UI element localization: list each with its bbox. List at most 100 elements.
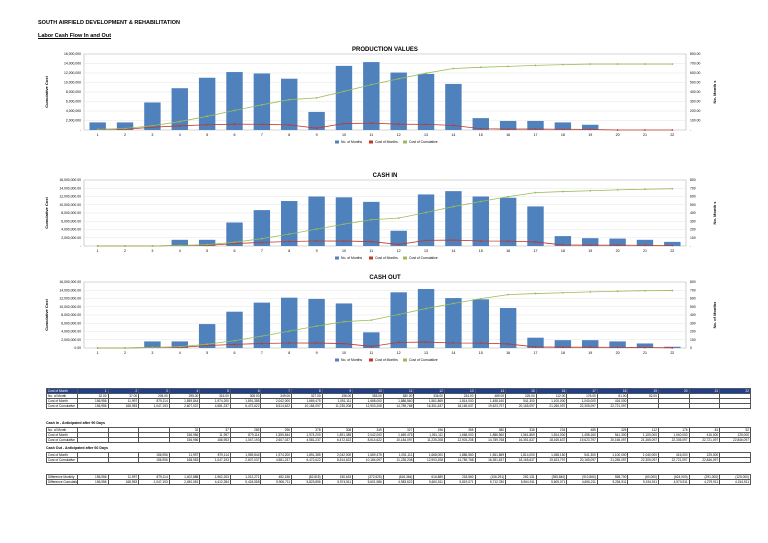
legend-entry: No. of Months xyxy=(341,256,362,260)
legend-entry: Cost of Months xyxy=(375,256,398,260)
x-tick-label: 12 xyxy=(397,351,401,355)
months-point xyxy=(370,122,373,125)
cumulative-point xyxy=(315,325,318,328)
bar xyxy=(89,122,106,130)
cumulative-point xyxy=(370,319,373,322)
cumulative-point xyxy=(233,241,236,244)
cumulative-point xyxy=(561,63,564,66)
months-point xyxy=(206,344,209,347)
bar xyxy=(281,297,298,348)
x-tick-label: 6 xyxy=(234,351,236,355)
table-row: Cost of Month 156,956 11,997 879,114 1,559,8… xyxy=(46,398,751,404)
months-point xyxy=(397,243,400,246)
cumulative-point xyxy=(589,291,592,293)
bar xyxy=(281,201,298,246)
months-point xyxy=(479,342,482,345)
x-tick-label: 17 xyxy=(534,249,538,253)
months-point xyxy=(425,123,427,126)
y-tick-label: 16,000,000 xyxy=(64,52,81,56)
bar xyxy=(582,124,599,130)
bar xyxy=(527,337,544,348)
cash-out-chart: CASH OUT16,000,000.0014,000,000.0012,000… xyxy=(44,275,717,362)
legend-swatch xyxy=(403,256,407,260)
y2-tick-label: 100.00 xyxy=(690,119,700,123)
cumulative-point xyxy=(370,83,373,86)
cumulative-point xyxy=(644,188,646,191)
months-point xyxy=(452,239,455,241)
bar xyxy=(363,201,380,246)
x-tick-label: 16 xyxy=(506,133,510,137)
cumulative-point xyxy=(397,77,400,80)
months-point xyxy=(288,123,291,126)
months-point xyxy=(507,343,510,345)
chart-title: CASH OUT xyxy=(369,275,401,281)
cash-out-table-title: Cash Out - Anticipated after 60 Days xyxy=(46,446,108,450)
y-tick-label: 2,000,000.00 xyxy=(61,236,81,240)
bar xyxy=(116,122,134,130)
cumulative-point xyxy=(644,289,646,292)
bar xyxy=(308,196,325,246)
months-point xyxy=(206,123,209,126)
legend-entry: Cost of Cumulative xyxy=(409,256,438,260)
report-title: SOUTH AIRFIELD DEVELOPMENT & REHABILITAT… xyxy=(38,20,180,26)
bar xyxy=(253,302,271,348)
y2-tick-label: 300 xyxy=(690,219,696,223)
months-point xyxy=(534,241,537,243)
months-point xyxy=(260,342,263,345)
y2-tick-label: 800 xyxy=(690,178,696,182)
x-tick-label: 18 xyxy=(561,249,565,253)
bar xyxy=(609,238,626,246)
y2-tick-label: 400 xyxy=(690,313,696,317)
legend-entry: No. of Months xyxy=(341,358,362,362)
months-point xyxy=(288,240,291,243)
bar xyxy=(609,341,626,348)
legend-entry: Cost of Cumulative xyxy=(409,358,438,362)
y2-tick-label: 700.00 xyxy=(690,62,700,66)
y-axis-label: Cumulative Cost xyxy=(44,299,49,331)
months-point xyxy=(425,239,427,242)
x-tick-label: 1 xyxy=(97,249,99,253)
cumulative-point xyxy=(233,339,236,342)
x-tick-label: 4 xyxy=(179,133,181,137)
cumulative-point xyxy=(616,189,619,191)
cash-in-table-title: Cash In - Anticipated after 90 Days xyxy=(46,421,105,425)
y-tick-label: 4,000,000.00 xyxy=(61,228,81,232)
months-point xyxy=(507,128,510,130)
x-tick-label: 13 xyxy=(424,249,428,253)
y2-tick-label: 100 xyxy=(690,236,696,240)
summary-table: Cost of Month 1 2 3 4 5 6 7 8 9 10 11 12 13 14 15 16 17 18… xyxy=(46,388,751,409)
x-tick-label: 14 xyxy=(451,133,455,137)
cumulative-point xyxy=(96,128,99,131)
bar xyxy=(335,197,353,246)
months-line xyxy=(97,341,673,349)
bar xyxy=(499,197,517,246)
bar xyxy=(253,73,271,130)
x-tick-label: 17 xyxy=(534,133,538,137)
bar xyxy=(499,120,517,130)
y-tick-label: 8,000,000 xyxy=(66,90,81,94)
cumulative-point xyxy=(479,66,482,69)
bar xyxy=(363,62,380,131)
months-point xyxy=(644,346,646,349)
months-point xyxy=(260,123,263,126)
x-tick-label: 18 xyxy=(561,133,565,137)
months-point xyxy=(534,128,537,130)
table-row: Cost of Month 156,956 11,997 879,114 1,559,8… xyxy=(46,452,751,458)
y2-tick-label: 200.00 xyxy=(690,109,700,113)
x-tick-label: 2 xyxy=(124,249,126,253)
x-tick-label: 10 xyxy=(342,249,346,253)
cumulative-point xyxy=(452,67,455,70)
bar xyxy=(171,239,188,246)
bar xyxy=(664,241,681,246)
y2-tick-label: 500 xyxy=(690,305,696,309)
legend-swatch xyxy=(369,358,373,362)
table-row: Difference Cumulative 156,956 168,953 1,047… xyxy=(46,479,751,485)
x-tick-label: 11 xyxy=(369,249,373,253)
y-tick-label: 10,000,000 xyxy=(64,81,81,85)
cumulative-point xyxy=(534,64,537,67)
bar xyxy=(582,340,599,348)
x-tick-label: 15 xyxy=(479,351,483,355)
y2-tick-label: - xyxy=(690,244,691,248)
cumulative-point xyxy=(479,297,482,300)
x-tick-label: 17 xyxy=(534,351,538,355)
